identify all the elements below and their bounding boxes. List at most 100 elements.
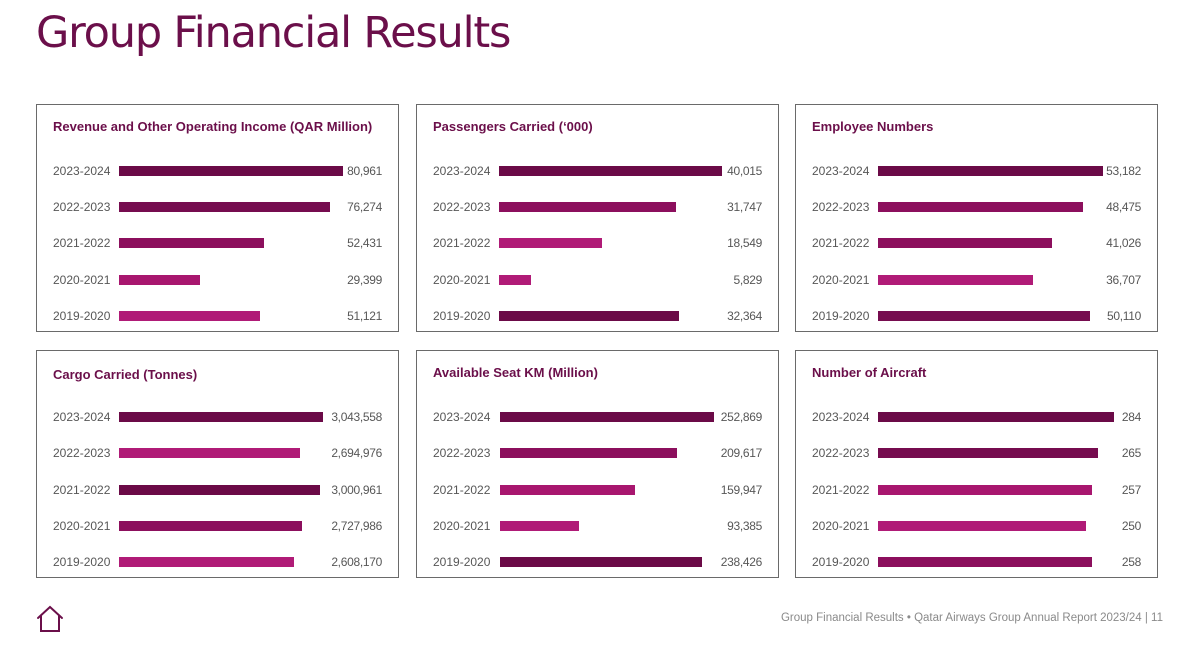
category-label: 2023-2024 bbox=[812, 164, 870, 178]
value-label: 252,869 bbox=[720, 410, 763, 424]
value-label: 3,043,558 bbox=[331, 410, 382, 424]
bar-row: 2019-2020 258 bbox=[796, 552, 1157, 572]
value-label: 53,182 bbox=[1106, 164, 1141, 178]
bar bbox=[499, 202, 676, 212]
bar bbox=[878, 448, 1098, 458]
category-label: 2022-2023 bbox=[812, 200, 870, 214]
bar-row: 2021-2022 52,431 bbox=[37, 233, 398, 253]
value-label: 3,000,961 bbox=[331, 483, 382, 497]
value-label: 51,121 bbox=[347, 309, 382, 323]
value-label: 2,694,976 bbox=[331, 446, 382, 460]
page-title: Group Financial Results bbox=[36, 8, 511, 58]
bar bbox=[878, 485, 1092, 495]
bar-row: 2021-2022 159,947 bbox=[417, 480, 778, 500]
bar bbox=[499, 275, 531, 285]
bar bbox=[878, 238, 1052, 248]
value-label: 48,475 bbox=[1106, 200, 1141, 214]
value-label: 2,727,986 bbox=[331, 519, 382, 533]
value-label: 257 bbox=[1121, 483, 1141, 497]
bar-row: 2022-2023 265 bbox=[796, 443, 1157, 463]
bar-row: 2019-2020 2,608,170 bbox=[37, 552, 398, 572]
bar bbox=[500, 485, 635, 495]
category-label: 2021-2022 bbox=[53, 236, 111, 250]
bar bbox=[119, 238, 264, 248]
value-label: 93,385 bbox=[727, 519, 762, 533]
bar bbox=[119, 202, 330, 212]
category-label: 2020-2021 bbox=[812, 519, 870, 533]
category-label: 2023-2024 bbox=[433, 410, 491, 424]
value-label: 18,549 bbox=[727, 236, 762, 250]
bar-row: 2023-2024 40,015 bbox=[417, 161, 778, 181]
bar-row: 2023-2024 3,043,558 bbox=[37, 407, 398, 427]
chart-title: Revenue and Other Operating Income (QAR … bbox=[53, 119, 373, 134]
bar-row: 2020-2021 250 bbox=[796, 516, 1157, 536]
category-label: 2021-2022 bbox=[812, 483, 870, 497]
category-label: 2022-2023 bbox=[812, 446, 870, 460]
value-label: 29,399 bbox=[347, 273, 382, 287]
bar bbox=[119, 311, 260, 321]
chart-title: Available Seat KM (Million) bbox=[433, 365, 598, 380]
value-label: 209,617 bbox=[720, 446, 763, 460]
bar bbox=[499, 238, 602, 248]
bar bbox=[878, 521, 1086, 531]
bar-row: 2020-2021 5,829 bbox=[417, 270, 778, 290]
bar-row: 2022-2023 76,274 bbox=[37, 197, 398, 217]
bar bbox=[499, 166, 722, 176]
value-label: 52,431 bbox=[347, 236, 382, 250]
bar-row: 2023-2024 53,182 bbox=[796, 161, 1157, 181]
bar bbox=[119, 448, 300, 458]
home-icon[interactable] bbox=[36, 605, 64, 633]
category-label: 2022-2023 bbox=[53, 200, 111, 214]
category-label: 2020-2021 bbox=[53, 519, 111, 533]
bar bbox=[878, 412, 1114, 422]
category-label: 2021-2022 bbox=[433, 236, 491, 250]
bar-row: 2022-2023 2,694,976 bbox=[37, 443, 398, 463]
chart-title: Cargo Carried (Tonnes) bbox=[53, 367, 198, 382]
value-label: 76,274 bbox=[347, 200, 382, 214]
bar-row: 2023-2024 252,869 bbox=[417, 407, 778, 427]
bar-row: 2019-2020 51,121 bbox=[37, 306, 398, 326]
value-label: 40,015 bbox=[727, 164, 762, 178]
value-label: 80,961 bbox=[347, 164, 382, 178]
category-label: 2019-2020 bbox=[433, 309, 491, 323]
value-label: 50,110 bbox=[1106, 309, 1141, 323]
category-label: 2022-2023 bbox=[53, 446, 111, 460]
bar-row: 2021-2022 41,026 bbox=[796, 233, 1157, 253]
bar bbox=[500, 448, 677, 458]
bar bbox=[499, 311, 679, 321]
chart-panel: Passengers Carried (‘000) 2023-2024 40,015… bbox=[416, 104, 779, 332]
category-label: 2023-2024 bbox=[812, 410, 870, 424]
value-label: 250 bbox=[1121, 519, 1141, 533]
bar-row: 2021-2022 3,000,961 bbox=[37, 480, 398, 500]
bar-row: 2020-2021 2,727,986 bbox=[37, 516, 398, 536]
category-label: 2019-2020 bbox=[53, 309, 111, 323]
value-label: 284 bbox=[1121, 410, 1141, 424]
category-label: 2020-2021 bbox=[433, 519, 491, 533]
bar bbox=[878, 202, 1083, 212]
chart-panel: Number of Aircraft 2023-2024 284 2022-2023 2… bbox=[795, 350, 1158, 578]
category-label: 2021-2022 bbox=[812, 236, 870, 250]
category-label: 2019-2020 bbox=[812, 309, 870, 323]
bar-row: 2023-2024 284 bbox=[796, 407, 1157, 427]
category-label: 2019-2020 bbox=[433, 555, 491, 569]
chart-title: Employee Numbers bbox=[812, 119, 934, 134]
bar bbox=[500, 557, 702, 567]
value-label: 265 bbox=[1121, 446, 1141, 460]
bar bbox=[500, 521, 579, 531]
bar-row: 2022-2023 48,475 bbox=[796, 197, 1157, 217]
bar bbox=[878, 275, 1033, 285]
value-label: 238,426 bbox=[720, 555, 763, 569]
bar-row: 2022-2023 31,747 bbox=[417, 197, 778, 217]
bar bbox=[500, 412, 714, 422]
bar-row: 2020-2021 29,399 bbox=[37, 270, 398, 290]
category-label: 2020-2021 bbox=[812, 273, 870, 287]
value-label: 258 bbox=[1121, 555, 1141, 569]
bar bbox=[119, 275, 200, 285]
value-label: 32,364 bbox=[727, 309, 762, 323]
bar-row: 2022-2023 209,617 bbox=[417, 443, 778, 463]
bar-row: 2023-2024 80,961 bbox=[37, 161, 398, 181]
bar bbox=[119, 485, 320, 495]
value-label: 5,829 bbox=[733, 273, 762, 287]
bar-row: 2019-2020 238,426 bbox=[417, 552, 778, 572]
bar bbox=[119, 557, 294, 567]
